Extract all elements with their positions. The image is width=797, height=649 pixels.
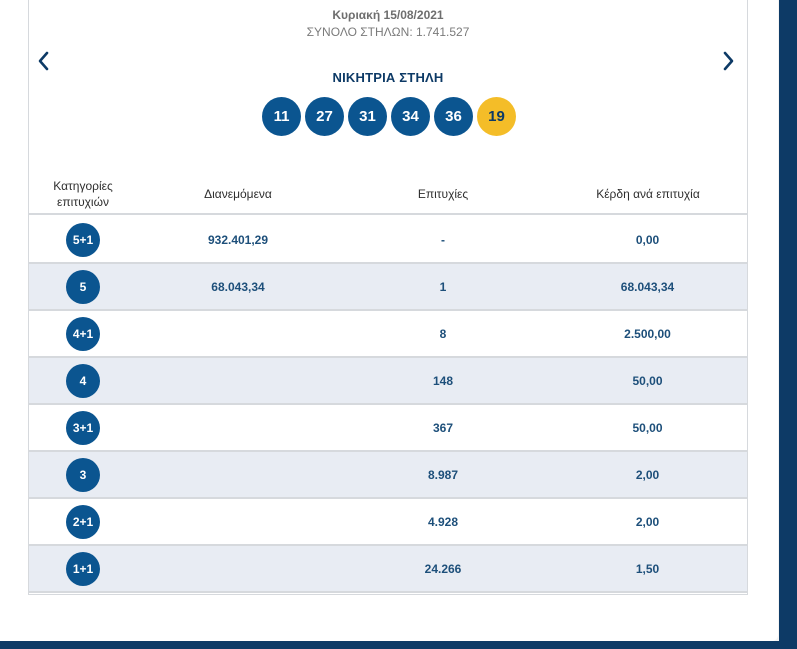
prize-amount: 50,00 [632, 420, 663, 435]
prize-amount: 68.043,34 [620, 279, 675, 294]
page-side-band [779, 0, 797, 649]
category-badge: 4+1 [66, 316, 100, 351]
page-bottom-band [0, 641, 797, 649]
chevron-left-icon [38, 51, 49, 71]
winners-count: - [441, 232, 445, 247]
chevron-right-icon [723, 51, 734, 71]
table-row: 1+1 24.266 1,50 [29, 546, 747, 593]
category-badge: 4 [66, 363, 100, 398]
winners-count: 8.987 [427, 467, 459, 482]
distributed-amount [138, 546, 338, 591]
results-panel [28, 0, 748, 595]
winners-count: 367 [432, 420, 454, 435]
total-columns: ΣΥΝΟΛΟ ΣΤΗΛΩΝ: 1.741.527 [306, 25, 470, 39]
table-row: 3 8.987 2,00 [29, 452, 747, 499]
category-badge: 3+1 [66, 410, 100, 445]
category-badge: 5+1 [66, 222, 100, 257]
prize-amount: 2,00 [635, 514, 660, 529]
next-draw-button[interactable] [722, 50, 742, 72]
table-row: 3+1 367 50,00 [29, 405, 747, 452]
category-badge: 2+1 [66, 504, 100, 539]
prize-amount: 1,50 [635, 561, 660, 576]
prev-draw-button[interactable] [36, 50, 56, 72]
results-card: Κυριακή 15/08/2021 ΣΥΝΟΛΟ ΣΤΗΛΩΝ: 1.741.… [0, 0, 778, 641]
draw-date: Κυριακή 15/08/2021 [332, 8, 444, 22]
winners-count: 148 [432, 373, 454, 388]
winning-numbers: 11 27 31 34 36 19 [262, 97, 520, 137]
category-badge: 5 [66, 269, 100, 304]
winning-number-ball: 11 [262, 97, 301, 136]
table-row: 5+1 932.401,29 - 0,00 [29, 217, 747, 264]
table-row: 2+1 4.928 2,00 [29, 499, 747, 546]
header-winners: Επιτυχίες [417, 187, 469, 201]
winners-count: 1 [439, 279, 447, 294]
winning-number-ball: 27 [305, 97, 344, 136]
winning-number-ball: 34 [391, 97, 430, 136]
prize-amount: 50,00 [632, 373, 663, 388]
winners-count: 8 [439, 326, 447, 341]
distributed-amount: 932.401,29 [207, 232, 269, 247]
prize-amount: 0,00 [635, 232, 660, 247]
winning-number-ball: 31 [348, 97, 387, 136]
distributed-amount [138, 452, 338, 497]
distributed-amount: 68.043,34 [211, 279, 265, 294]
category-badge: 1+1 [66, 551, 100, 586]
table-header: Κατηγορίες επιτυχιών Διανεμόμενα Επιτυχί… [28, 175, 748, 215]
category-badge: 3 [66, 457, 100, 492]
distributed-amount [138, 405, 338, 450]
distributed-amount [138, 499, 338, 544]
header-distributed: Διανεμόμενα [204, 187, 272, 201]
distributed-amount [138, 358, 338, 403]
prize-amount: 2,00 [635, 467, 660, 482]
bonus-number-ball: 19 [477, 97, 516, 136]
header-prize-per-winner: Κέρδη ανά επιτυχία [596, 187, 700, 201]
header-category: Κατηγορίες επιτυχιών [53, 179, 113, 209]
distributed-amount [138, 311, 338, 356]
winning-column-title: ΝΙΚΗΤΡΙΑ ΣΤΗΛΗ [332, 70, 444, 85]
table-row: 5 68.043,34 1 68.043,34 [29, 264, 747, 311]
winning-number-ball: 36 [434, 97, 473, 136]
prize-table-body: 5+1 932.401,29 - 0,00 5 68.043,34 1 68.0… [29, 217, 747, 593]
winners-count: 4.928 [427, 514, 459, 529]
table-row: 4+1 8 2.500,00 [29, 311, 747, 358]
table-row: 4 148 50,00 [29, 358, 747, 405]
prize-amount: 2.500,00 [624, 326, 671, 341]
winners-count: 24.266 [424, 561, 462, 576]
